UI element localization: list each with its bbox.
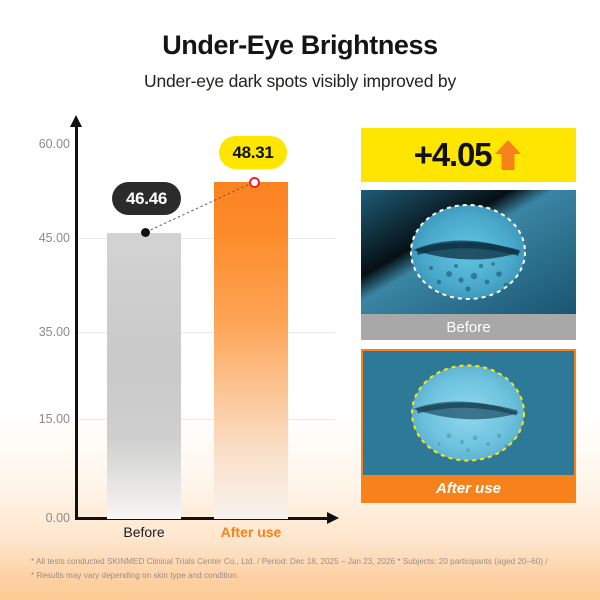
data-point-after xyxy=(249,177,260,188)
results-panel: +4.05 xyxy=(361,128,576,503)
x-label-after: After use xyxy=(220,524,282,540)
y-axis-ticks: 60.00 45.00 35.00 15.00 0.00 xyxy=(8,118,70,548)
photo-caption-before: Before xyxy=(361,314,576,340)
data-point-before xyxy=(141,228,150,237)
gridline xyxy=(75,419,335,420)
arrow-up-icon xyxy=(495,140,522,170)
photo-card-before: Before xyxy=(361,190,576,340)
y-tick-label: 15.00 xyxy=(38,412,70,426)
improvement-value: +4.05 xyxy=(413,136,493,173)
page-title: Under-Eye Brightness xyxy=(162,30,438,60)
value-label-after: 48.31 xyxy=(219,136,287,169)
gridline xyxy=(75,332,335,333)
bar-after xyxy=(214,182,288,519)
x-axis xyxy=(75,512,339,523)
photo-caption-after: After use xyxy=(363,475,574,501)
page-subtitle: Under-eye dark spots visibly improved by xyxy=(144,71,456,91)
bar-before xyxy=(107,233,181,519)
y-axis xyxy=(70,115,81,519)
photo-after xyxy=(363,351,574,475)
y-tick-label: 60.00 xyxy=(38,137,70,151)
gridline xyxy=(75,238,335,239)
value-label-before: 46.46 xyxy=(112,182,181,215)
photo-before xyxy=(361,190,576,314)
footnotes: * All tests conducted SKINMED Clinical T… xyxy=(31,555,581,584)
header: Under-Eye Brightness Under-eye dark spot… xyxy=(0,0,600,92)
y-tick-label: 0.00 xyxy=(45,511,70,525)
improvement-badge: +4.05 xyxy=(361,128,576,182)
x-label-before: Before xyxy=(123,524,165,540)
photo-card-after: After use xyxy=(361,349,576,503)
footnote-line: * All tests conducted SKINMED Clinical T… xyxy=(31,557,548,566)
y-tick-label: 45.00 xyxy=(38,231,70,245)
footnote-line: * Results may vary depending on skin typ… xyxy=(31,571,239,581)
y-tick-label: 35.00 xyxy=(38,325,70,339)
bar-chart: 60.00 45.00 35.00 15.00 0.00 46.46 48.31… xyxy=(0,115,350,548)
